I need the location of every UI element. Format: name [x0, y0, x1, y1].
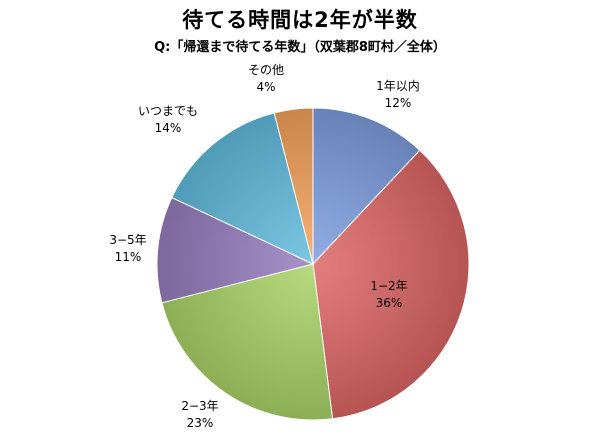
- pie-slice: [312, 149, 470, 420]
- pie-slice: [171, 112, 314, 265]
- slice-value-label: 36%: [376, 296, 403, 310]
- slice-label: その他: [248, 63, 284, 77]
- slice-value-label: 4%: [256, 80, 275, 94]
- pie-slice: [273, 107, 314, 265]
- chart-title: 待てる時間は2年が半数: [182, 8, 418, 32]
- slice-label: 1年以内: [376, 79, 420, 93]
- slice-value-label: 14%: [155, 121, 182, 135]
- slice-label: いつまでも: [138, 104, 198, 118]
- chart-subtitle: Q:「帰還まで待てる年数」（双葉郡8町村／全体）: [154, 40, 446, 55]
- slice-value-label: 23%: [187, 416, 214, 430]
- slice-label: 2−3年: [181, 399, 218, 413]
- slice-value-label: 12%: [385, 96, 412, 110]
- pie-slice: [161, 263, 334, 421]
- pie-slice: [156, 196, 315, 304]
- slice-value-label: 11%: [115, 250, 142, 264]
- slice-label: 3−5年: [109, 233, 146, 247]
- slice-label: 1−2年: [370, 279, 407, 293]
- pie-slice: [312, 107, 421, 266]
